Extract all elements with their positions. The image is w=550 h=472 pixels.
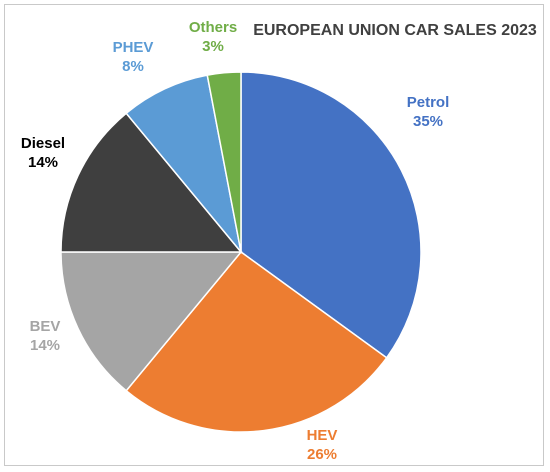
slice-label-petrol: Petrol 35% [407, 94, 450, 130]
slice-value-petrol: 35% [413, 113, 443, 130]
slice-label-hev: HEV 26% [307, 427, 338, 463]
slice-label-diesel: Diesel 14% [21, 135, 65, 171]
slice-label-bev: BEV 14% [30, 318, 61, 354]
slice-category-diesel: Diesel [21, 135, 65, 152]
pie-slice-petrol [240, 71, 422, 359]
pie-labels: Petrol 35% HEV 26% BEV 14% Diesel 14% PHEV 8% Othe… [21, 19, 449, 463]
slice-value-hev: 26% [307, 446, 337, 463]
slice-category-petrol: Petrol [407, 94, 450, 111]
pie-slices [60, 71, 422, 433]
slice-value-phev: 8% [122, 58, 144, 75]
pie-slice-others [206, 71, 242, 253]
slice-label-phev: PHEV 8% [113, 39, 154, 75]
pie-slice-hev [125, 250, 388, 433]
slice-value-bev: 14% [30, 337, 60, 354]
pie-slice-phev [125, 74, 242, 253]
slice-label-others: Others 3% [189, 19, 237, 55]
slice-category-others: Others [189, 19, 237, 36]
slice-value-diesel: 14% [28, 154, 58, 171]
slice-category-hev: HEV [307, 427, 338, 444]
slice-value-others: 3% [202, 38, 224, 55]
pie-slice-diesel [60, 112, 243, 253]
slice-category-bev: BEV [30, 318, 61, 335]
pie-slice-bev [60, 251, 243, 392]
chart-title: EUROPEAN UNION CAR SALES 2023 [253, 22, 537, 39]
slice-category-phev: PHEV [113, 39, 154, 56]
